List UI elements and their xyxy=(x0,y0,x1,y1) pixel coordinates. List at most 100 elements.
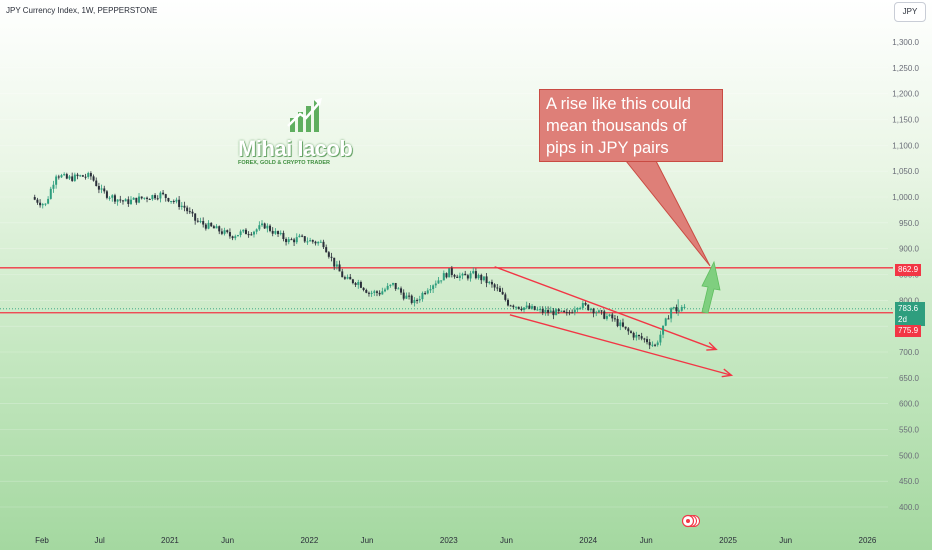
candle-body xyxy=(434,283,437,286)
candle-body xyxy=(44,203,47,205)
candle-body xyxy=(429,289,432,291)
candle-body xyxy=(405,295,408,299)
events-icon[interactable] xyxy=(682,514,702,528)
candle-body xyxy=(170,201,173,203)
candle-body xyxy=(148,198,151,200)
candle-body xyxy=(493,284,496,288)
callout-note[interactable]: A rise like this could mean thousands of… xyxy=(539,89,723,162)
candle-body xyxy=(512,305,515,308)
candle-body xyxy=(627,328,630,332)
channel-line xyxy=(494,266,717,351)
candle-body xyxy=(52,184,55,189)
candle-body xyxy=(418,299,421,301)
candle-body xyxy=(172,201,175,203)
candle-body xyxy=(100,188,103,190)
candle-body xyxy=(119,199,122,201)
candle-body xyxy=(97,185,100,190)
x-tick-label: Jun xyxy=(640,536,653,545)
candle-body xyxy=(113,195,116,202)
candle-body xyxy=(231,236,234,239)
candle-body xyxy=(603,311,606,319)
candle-body xyxy=(228,232,231,237)
candle-body xyxy=(408,295,411,297)
candle-body xyxy=(220,231,223,234)
candle-body xyxy=(557,309,560,312)
y-tick-label: 950.0 xyxy=(899,219,920,228)
logo-tagline: FOREX, GOLD & CRYPTO TRADER xyxy=(238,160,330,166)
candle-body xyxy=(506,299,509,306)
x-tick-label: Feb xyxy=(35,536,49,545)
currency-unit-button[interactable]: JPY xyxy=(894,2,926,22)
candle-body xyxy=(151,195,154,200)
candle-body xyxy=(255,229,258,232)
y-tick-label: 450.0 xyxy=(899,477,920,486)
chart-title: JPY Currency Index, 1W, PEPPERSTONE xyxy=(6,6,158,15)
candle-body xyxy=(279,232,282,235)
candle-body xyxy=(421,292,424,300)
candle-body xyxy=(461,273,464,276)
candle-body xyxy=(178,199,181,207)
candle-body xyxy=(250,234,253,236)
candle-body xyxy=(587,304,590,311)
candle-body xyxy=(432,285,435,290)
candle-body xyxy=(589,308,592,311)
candle-body xyxy=(247,234,250,236)
growth-chart-icon xyxy=(287,98,322,132)
candle-body xyxy=(440,280,443,282)
candle-body xyxy=(410,295,413,303)
candle-body xyxy=(325,247,328,253)
candle-body xyxy=(191,211,194,214)
candle-body xyxy=(60,175,63,178)
candle-body xyxy=(269,225,272,231)
candle-body xyxy=(76,174,79,177)
candle-body xyxy=(480,274,483,281)
candle-body xyxy=(306,241,309,243)
x-tick-label: Jun xyxy=(779,536,792,545)
callout-pointer xyxy=(624,160,711,267)
candle-body xyxy=(108,197,111,199)
candle-body xyxy=(111,195,114,198)
candle-body xyxy=(531,306,534,309)
candle-body xyxy=(317,241,320,244)
y-tick-label: 550.0 xyxy=(899,426,920,435)
candle-body xyxy=(576,308,579,310)
candle-body xyxy=(675,307,678,312)
candle-body xyxy=(154,195,157,199)
candle-body xyxy=(678,310,681,312)
candle-body xyxy=(437,280,440,284)
candle-body xyxy=(501,291,504,295)
x-tick-label: Jun xyxy=(361,536,374,545)
candle-body xyxy=(648,342,651,346)
y-tick-label: 1,050.0 xyxy=(892,167,919,176)
candle-body xyxy=(87,173,90,177)
candle-body xyxy=(204,224,207,229)
candle-body xyxy=(394,282,397,289)
candle-body xyxy=(162,192,165,195)
candle-body xyxy=(533,306,536,310)
candle-body xyxy=(662,325,665,335)
candle-body xyxy=(89,173,92,177)
candle-body xyxy=(92,176,95,181)
candle-body xyxy=(584,303,587,305)
candle-body xyxy=(327,252,330,257)
candle-body xyxy=(632,332,635,338)
candle-body xyxy=(47,198,50,204)
candle-body xyxy=(188,211,191,213)
candle-body xyxy=(319,241,322,243)
candle-body xyxy=(33,197,36,200)
candle-body xyxy=(41,204,44,206)
candle-body xyxy=(277,231,280,235)
candle-body xyxy=(258,225,261,230)
candle-body xyxy=(397,288,400,290)
y-tick-label: 650.0 xyxy=(899,374,920,383)
y-tick-label: 1,250.0 xyxy=(892,64,919,73)
candle-body xyxy=(103,188,106,192)
candle-body xyxy=(651,344,654,346)
candle-body xyxy=(127,199,130,205)
x-tick-label: Jul xyxy=(95,536,105,545)
candle-body xyxy=(309,240,312,242)
candle-body xyxy=(389,284,392,286)
candle-body xyxy=(624,326,627,329)
